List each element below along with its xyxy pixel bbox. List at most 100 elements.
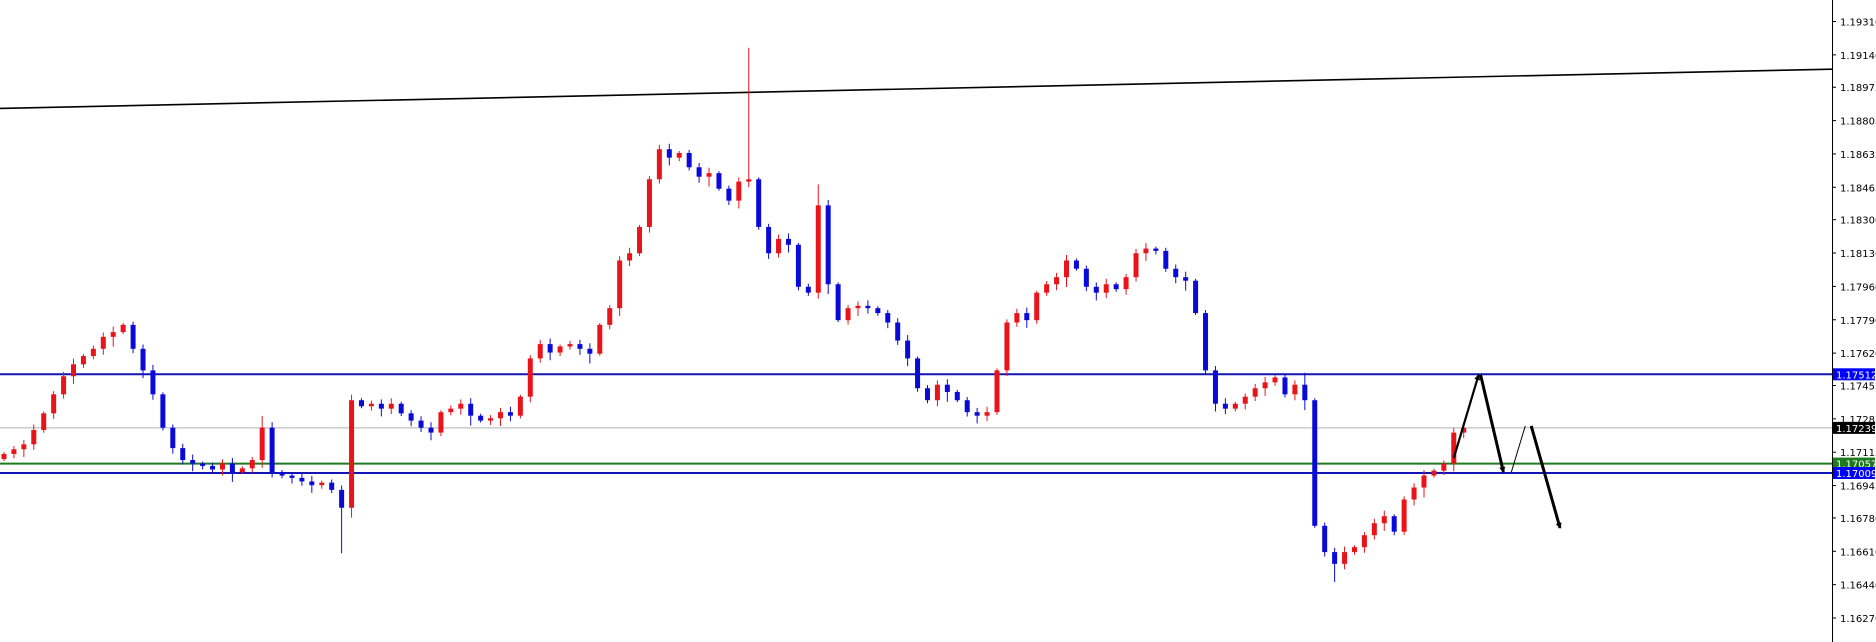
candle	[815, 184, 821, 299]
candle	[1421, 470, 1427, 498]
axis-tick-label: 1.18635	[1840, 150, 1876, 161]
candle	[1371, 518, 1377, 540]
candle-body	[1282, 377, 1288, 395]
candle-body	[408, 413, 414, 421]
candle	[845, 305, 851, 325]
candle-body	[1073, 260, 1079, 269]
candle	[785, 233, 791, 253]
candle-body	[90, 348, 96, 357]
candle	[984, 406, 990, 422]
candle-body	[1411, 487, 1417, 500]
candle	[805, 283, 811, 296]
candle	[1262, 376, 1268, 396]
candle-body	[1203, 313, 1209, 371]
candle	[1153, 246, 1159, 255]
candle-body	[1034, 292, 1040, 321]
candle-body	[855, 305, 861, 309]
candle-body	[1133, 253, 1139, 278]
candle-body	[468, 403, 474, 416]
candle	[895, 318, 901, 345]
candle-body	[319, 482, 325, 486]
candle	[418, 416, 424, 432]
candle	[1004, 319, 1010, 377]
candle	[408, 410, 414, 427]
candle-body	[646, 179, 652, 227]
candle	[329, 479, 335, 494]
candle-body	[1351, 547, 1357, 553]
candle	[90, 345, 96, 360]
candle-body	[527, 358, 533, 397]
candle	[756, 177, 762, 230]
candle	[1322, 522, 1328, 557]
candle-body	[766, 226, 772, 254]
candle-body	[51, 394, 57, 414]
candle	[1083, 265, 1089, 292]
candle	[1113, 282, 1119, 292]
candle-body	[498, 412, 503, 419]
candle	[1143, 243, 1149, 261]
candle	[1252, 383, 1258, 401]
candle	[1163, 247, 1169, 272]
level-price-tag-bg	[1833, 457, 1875, 470]
candle	[934, 380, 940, 407]
candle-body	[1044, 284, 1050, 293]
candle	[855, 301, 861, 316]
price-axis[interactable]: 1.19310 1.19140 1.18975 1.18805 1.18635 1.184…	[1832, 0, 1876, 642]
candle-body	[924, 388, 930, 401]
candle-body	[378, 403, 384, 409]
candle	[1024, 307, 1030, 328]
candle	[964, 397, 970, 417]
candle-body	[666, 149, 672, 158]
candle-body	[1143, 248, 1149, 254]
candle-body	[825, 205, 831, 285]
candle-body	[61, 376, 67, 395]
candle	[627, 247, 633, 266]
candle	[498, 407, 503, 427]
candle	[180, 443, 186, 465]
axis-tick-label: 1.16440	[1840, 581, 1876, 592]
candle	[1014, 308, 1020, 327]
candle	[835, 282, 841, 323]
candle-body	[1014, 313, 1020, 323]
candle-body	[1421, 475, 1427, 488]
candle-body	[269, 427, 275, 473]
candle	[358, 398, 364, 409]
candle	[666, 143, 672, 166]
candle-body	[557, 346, 563, 353]
candle-body	[1113, 284, 1119, 290]
candle	[438, 410, 444, 437]
candle-body	[577, 344, 583, 349]
candle	[488, 415, 494, 426]
candle-body	[1431, 470, 1437, 476]
candle	[686, 149, 692, 171]
candle	[1342, 546, 1348, 570]
candle	[507, 406, 513, 422]
candle	[716, 171, 722, 191]
candle-body	[964, 400, 970, 413]
candle-body	[547, 344, 553, 353]
candle-body	[706, 173, 712, 177]
candle-body	[398, 403, 404, 414]
axis-tick-label: 1.16270	[1840, 614, 1876, 625]
candle	[120, 322, 126, 335]
candle	[80, 354, 86, 368]
candle	[31, 424, 37, 450]
candle	[1361, 532, 1367, 553]
candle	[1242, 393, 1248, 410]
candle-body	[1451, 432, 1457, 464]
candle	[210, 462, 216, 473]
candle-body	[885, 313, 891, 323]
axis-tick-label: 1.17960	[1840, 282, 1876, 293]
candle-body	[1222, 403, 1228, 409]
candle-body	[100, 336, 106, 349]
candle	[1381, 510, 1387, 531]
candle	[746, 47, 752, 188]
axis-tick-label: 1.16610	[1840, 547, 1876, 558]
candle-body	[954, 391, 960, 401]
candle	[974, 407, 980, 424]
candle	[766, 223, 772, 259]
candle	[915, 356, 921, 392]
candle	[478, 413, 484, 423]
candle-body	[1212, 370, 1218, 404]
candle-body	[756, 179, 762, 227]
